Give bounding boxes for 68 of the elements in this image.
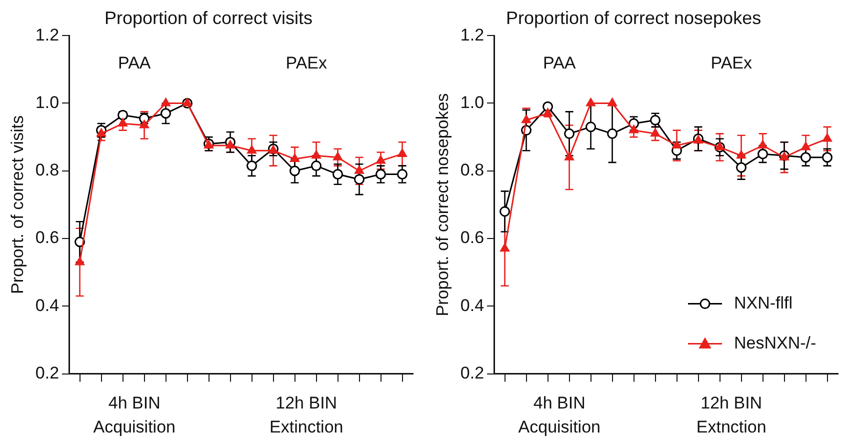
point bbox=[500, 243, 510, 252]
point bbox=[822, 152, 832, 163]
point bbox=[564, 128, 575, 139]
point bbox=[161, 98, 170, 106]
y-tick-label: 0.8 bbox=[35, 160, 60, 180]
text: 12h BIN Extnction bbox=[696, 393, 766, 436]
annotation: PAEx bbox=[286, 53, 328, 72]
chart-title: Proportion of correct nosepokes bbox=[506, 8, 762, 28]
point bbox=[333, 152, 342, 160]
y-tick-label: 0.6 bbox=[35, 228, 60, 248]
point bbox=[397, 169, 408, 180]
text: 12h BIN Extinction bbox=[270, 393, 344, 436]
y-tick-label: 1.0 bbox=[35, 92, 60, 112]
point bbox=[140, 120, 149, 128]
annotation: PAA bbox=[118, 53, 152, 72]
y-axis-title: Proport. of correct nosepokes bbox=[432, 93, 452, 316]
point bbox=[564, 152, 574, 160]
annotation: PAA bbox=[543, 53, 576, 72]
annotation: PAEx bbox=[710, 53, 752, 72]
point bbox=[608, 98, 617, 106]
y-tick-label: 0.2 bbox=[35, 363, 60, 382]
point bbox=[354, 174, 365, 185]
point bbox=[226, 140, 235, 149]
y-tick-label: 0.8 bbox=[460, 160, 484, 180]
point bbox=[376, 169, 386, 180]
point bbox=[246, 160, 258, 172]
point bbox=[607, 128, 618, 139]
point bbox=[736, 162, 747, 173]
point bbox=[96, 128, 106, 137]
y-axis-title: Proport. of correct visits bbox=[8, 115, 27, 294]
point bbox=[247, 145, 256, 154]
point bbox=[75, 256, 84, 266]
y-tick-label: 1.2 bbox=[460, 25, 484, 44]
point bbox=[311, 160, 322, 172]
point bbox=[586, 122, 596, 132]
point bbox=[800, 152, 812, 163]
point bbox=[672, 140, 682, 149]
point bbox=[586, 98, 596, 106]
y-tick-label: 0.2 bbox=[460, 363, 484, 382]
point bbox=[376, 155, 386, 164]
y-tick-label: 1.2 bbox=[35, 25, 60, 44]
legend-label: NXN-flfl bbox=[734, 293, 793, 312]
point bbox=[290, 166, 300, 176]
y-tick-label: 0.4 bbox=[460, 296, 484, 315]
point bbox=[118, 118, 128, 127]
point bbox=[736, 150, 746, 159]
chart-title: Proportion of correct visits bbox=[104, 8, 313, 28]
text: 4h BIN Acquisition bbox=[93, 393, 176, 436]
point bbox=[312, 150, 321, 159]
point bbox=[398, 148, 407, 157]
y-tick-label: 0.4 bbox=[35, 296, 60, 315]
legend-label: NesNXN-/- bbox=[734, 333, 816, 352]
y-tick-label: 1.0 bbox=[460, 92, 484, 112]
point bbox=[629, 125, 638, 134]
point bbox=[650, 114, 661, 126]
point bbox=[354, 166, 364, 174]
point bbox=[758, 148, 768, 160]
point bbox=[290, 154, 300, 162]
point bbox=[801, 142, 810, 150]
point bbox=[522, 114, 531, 124]
point bbox=[650, 128, 660, 137]
point bbox=[500, 206, 510, 217]
point bbox=[758, 140, 768, 149]
point bbox=[822, 134, 832, 142]
y-tick-label: 0.6 bbox=[460, 228, 484, 248]
point bbox=[160, 108, 172, 119]
point bbox=[332, 169, 344, 180]
text: 4h BIN Acquisition bbox=[518, 393, 600, 436]
